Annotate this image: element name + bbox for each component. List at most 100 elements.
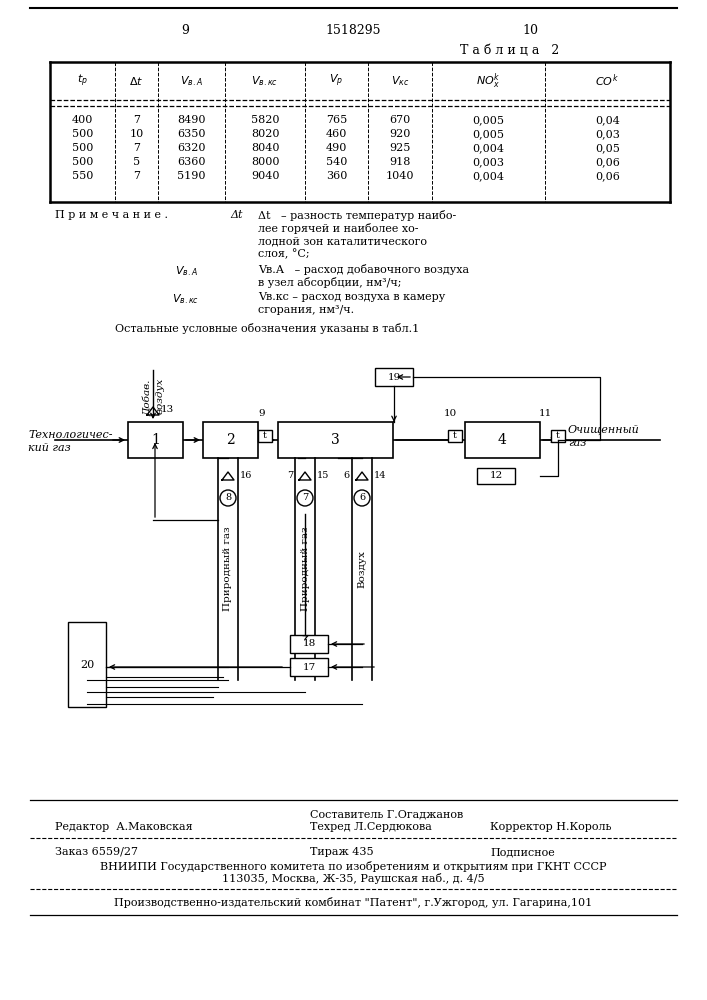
Text: Т а б л и ц а   2: Т а б л и ц а 2 xyxy=(460,43,560,56)
Text: 550: 550 xyxy=(72,171,93,181)
Text: 9: 9 xyxy=(181,23,189,36)
Text: Подписное: Подписное xyxy=(490,847,555,857)
Text: 490: 490 xyxy=(326,143,347,153)
Text: $t_р$: $t_р$ xyxy=(77,73,88,89)
Text: 918: 918 xyxy=(390,157,411,167)
Bar xyxy=(278,422,393,458)
Text: 1518295: 1518295 xyxy=(325,23,381,36)
Text: Природный газ: Природный газ xyxy=(300,527,310,611)
Text: 18: 18 xyxy=(303,640,315,648)
Text: 1: 1 xyxy=(151,433,160,447)
Bar xyxy=(465,422,540,458)
Circle shape xyxy=(220,490,236,506)
Text: 500: 500 xyxy=(72,129,93,139)
Text: Остальные условные обозначения указаны в табл.1: Остальные условные обозначения указаны в… xyxy=(115,323,419,334)
Text: 14: 14 xyxy=(374,472,387,481)
Text: 4: 4 xyxy=(498,433,507,447)
Bar xyxy=(477,468,515,484)
Text: 6350: 6350 xyxy=(177,129,206,139)
Text: 7: 7 xyxy=(133,115,140,125)
Text: кий газ: кий газ xyxy=(28,443,71,453)
Text: 360: 360 xyxy=(326,171,347,181)
Text: 540: 540 xyxy=(326,157,347,167)
Text: $V_р$: $V_р$ xyxy=(329,73,344,89)
Text: 6320: 6320 xyxy=(177,143,206,153)
Text: t: t xyxy=(263,432,267,440)
Text: 6: 6 xyxy=(359,493,365,502)
Text: 6360: 6360 xyxy=(177,157,206,167)
Text: в узел абсорбции, нм³/ч;: в узел абсорбции, нм³/ч; xyxy=(258,277,402,288)
Text: 765: 765 xyxy=(326,115,347,125)
Text: 2: 2 xyxy=(226,433,235,447)
Text: газ: газ xyxy=(568,438,586,448)
Text: 0,06: 0,06 xyxy=(595,157,620,167)
Text: 5190: 5190 xyxy=(177,171,206,181)
Text: П р и м е ч а н и е .: П р и м е ч а н и е . xyxy=(55,210,168,220)
Text: Воздух: Воздух xyxy=(358,550,366,588)
Bar xyxy=(375,368,413,386)
Text: 113035, Москва, Ж-35, Раушская наб., д. 4/5: 113035, Москва, Ж-35, Раушская наб., д. … xyxy=(222,874,484,884)
Bar xyxy=(448,430,462,442)
Text: Δt   – разность температур наибо-: Δt – разность температур наибо- xyxy=(258,210,456,221)
Text: 11: 11 xyxy=(538,410,551,418)
Text: 925: 925 xyxy=(390,143,411,153)
Text: 20: 20 xyxy=(80,660,94,670)
Text: 3: 3 xyxy=(331,433,340,447)
Text: Тираж 435: Тираж 435 xyxy=(310,847,373,857)
Text: Vв.кс – расход воздуха в камеру: Vв.кс – расход воздуха в камеру xyxy=(258,292,445,302)
Text: $V_{кс}$: $V_{кс}$ xyxy=(391,74,409,88)
Text: t: t xyxy=(556,432,560,440)
Text: 0,005: 0,005 xyxy=(472,129,505,139)
Text: 0,03: 0,03 xyxy=(595,129,620,139)
Text: 0,004: 0,004 xyxy=(472,171,505,181)
Text: Технологичес-: Технологичес- xyxy=(28,430,112,440)
Text: 500: 500 xyxy=(72,143,93,153)
Text: t: t xyxy=(453,432,457,440)
Text: Очищенный: Очищенный xyxy=(568,425,640,435)
Text: 16: 16 xyxy=(240,472,252,481)
Text: 17: 17 xyxy=(303,662,315,672)
Circle shape xyxy=(297,490,313,506)
Text: 7: 7 xyxy=(133,143,140,153)
Text: Корректор Н.Король: Корректор Н.Король xyxy=(490,822,612,832)
Text: $\Delta t$: $\Delta t$ xyxy=(129,75,144,87)
Text: 0,005: 0,005 xyxy=(472,115,505,125)
Text: 7: 7 xyxy=(302,493,308,502)
Text: 8000: 8000 xyxy=(251,157,279,167)
Text: ВНИИПИ Государственного комитета по изобретениям и открытиям при ГКНТ СССР: ВНИИПИ Государственного комитета по изоб… xyxy=(100,860,606,871)
Text: 0,004: 0,004 xyxy=(472,143,505,153)
Text: $V_{в.кс}$: $V_{в.кс}$ xyxy=(172,292,199,306)
Text: Техред Л.Сердюкова: Техред Л.Сердюкова xyxy=(310,822,432,832)
Bar xyxy=(258,430,272,442)
Text: $CO^k$: $CO^k$ xyxy=(595,73,619,89)
Text: $NO_x^k$: $NO_x^k$ xyxy=(477,71,501,91)
Text: $V_{в.кс}$: $V_{в.кс}$ xyxy=(252,74,279,88)
Text: Производственно-издательский комбинат "Патент", г.Ужгород, ул. Гагарина,101: Производственно-издательский комбинат "П… xyxy=(114,896,592,908)
Text: 920: 920 xyxy=(390,129,411,139)
Text: 1040: 1040 xyxy=(386,171,414,181)
Text: 5: 5 xyxy=(133,157,140,167)
Text: $V_{в.А}$: $V_{в.А}$ xyxy=(180,74,203,88)
Text: 19: 19 xyxy=(387,372,401,381)
Text: 7: 7 xyxy=(133,171,140,181)
Text: 13: 13 xyxy=(161,406,174,414)
Text: 9: 9 xyxy=(259,410,265,418)
Text: Природный газ: Природный газ xyxy=(223,527,233,611)
Text: 12: 12 xyxy=(489,472,503,481)
Text: лее горячей и наиболее хо-: лее горячей и наиболее хо- xyxy=(258,223,419,234)
Text: 0,003: 0,003 xyxy=(472,157,505,167)
Text: 8040: 8040 xyxy=(251,143,279,153)
Text: Δt: Δt xyxy=(230,210,243,220)
Bar xyxy=(128,422,183,458)
Text: 8: 8 xyxy=(225,493,231,502)
Text: 0,05: 0,05 xyxy=(595,143,620,153)
Text: слоя, °C;: слоя, °C; xyxy=(258,249,310,260)
Text: 8490: 8490 xyxy=(177,115,206,125)
Bar xyxy=(551,430,565,442)
Text: сгорания, нм³/ч.: сгорания, нм³/ч. xyxy=(258,305,354,315)
Text: 500: 500 xyxy=(72,157,93,167)
Text: воздух: воздух xyxy=(156,378,165,414)
Text: 6: 6 xyxy=(344,472,350,481)
Text: 7: 7 xyxy=(287,472,293,481)
Bar xyxy=(203,422,258,458)
